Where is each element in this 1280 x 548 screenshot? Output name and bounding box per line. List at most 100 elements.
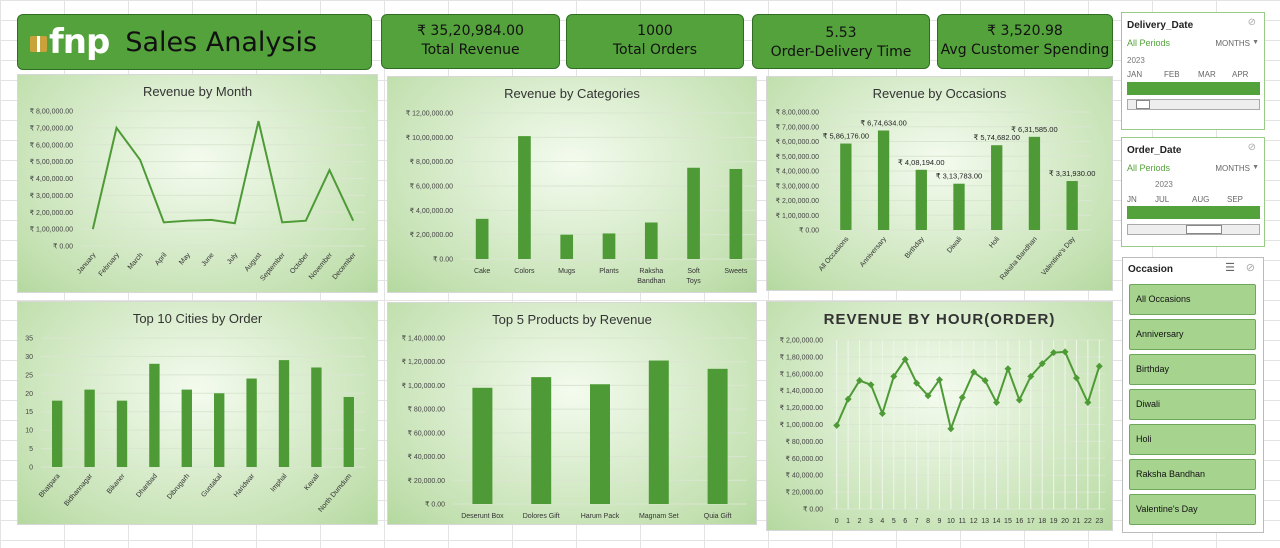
bar (475, 218, 489, 259)
kpi-total-orders: 1000 Total Orders (566, 14, 744, 69)
x-tick-label: 5 (892, 518, 896, 525)
clear-filter-icon[interactable]: ⊘ (1245, 262, 1255, 274)
y-tick-label: ₹ 60,000.00 (407, 429, 445, 437)
x-tick-label: September (259, 251, 287, 282)
bar (991, 145, 1003, 230)
x-tick-label: 18 (1038, 518, 1046, 525)
page-title: Sales Analysis (125, 26, 318, 58)
y-tick-label: ₹ 1,00,000.00 (402, 382, 445, 390)
data-point (1050, 349, 1058, 357)
bar (531, 377, 552, 504)
x-tick-label: 23 (1095, 518, 1103, 525)
timeline-range-bar[interactable] (1127, 82, 1260, 95)
x-tick-label: 1 (846, 518, 850, 525)
clear-filter-icon[interactable]: ⊘ (1247, 17, 1256, 28)
x-tick-label: 2 (858, 518, 862, 525)
chevron-down-icon[interactable]: ▼ (1252, 164, 1259, 171)
kpi-value: 1000 (637, 23, 673, 39)
y-tick-label: ₹ 1,00,000.00 (780, 421, 823, 429)
y-tick-label: ₹ 40,000.00 (785, 472, 823, 480)
x-tick-label: Guntakal (200, 472, 224, 498)
x-tick-label: Mugs (558, 268, 576, 275)
timeline-month: APR (1232, 70, 1249, 79)
series-line (91, 120, 355, 230)
data-point (1027, 372, 1035, 380)
kpi-value: ₹ 35,20,984.00 (417, 23, 524, 39)
data-point (867, 381, 875, 389)
y-tick-label: 0 (29, 465, 33, 472)
x-tick-label: December (332, 251, 359, 281)
occasion-item-valentines-day[interactable]: Valentine's Day (1129, 494, 1256, 525)
x-tick-label: Bandhan (637, 278, 665, 285)
y-tick-label: ₹ 0.00 (53, 243, 73, 251)
kpi-total-revenue: ₹ 35,20,984.00 Total Revenue (381, 14, 560, 69)
y-tick-label: ₹ 1,20,000.00 (780, 404, 823, 412)
x-tick-label: 3 (869, 518, 873, 525)
y-tick-label: ₹ 80,000.00 (785, 438, 823, 446)
data-point (1061, 348, 1069, 356)
y-tick-label: ₹ 0.00 (803, 506, 823, 514)
bar (278, 360, 290, 467)
x-tick-label: Imphal (270, 472, 289, 493)
y-tick-label: ₹ 60,000.00 (785, 455, 823, 463)
y-tick-label: ₹ 1,20,000.00 (402, 358, 445, 366)
y-tick-label: ₹ 1,60,000.00 (780, 370, 823, 378)
timeline-scrollbar[interactable] (1127, 224, 1260, 235)
x-tick-label: 9 (938, 518, 942, 525)
chevron-down-icon[interactable]: ▼ (1252, 39, 1259, 46)
x-tick-label: Dolores Gift (523, 513, 560, 520)
occasion-item-anniversary[interactable]: Anniversary (1129, 319, 1256, 350)
timeline-scrollbar[interactable] (1127, 99, 1260, 110)
x-tick-label: 0 (835, 518, 839, 525)
occasion-item-raksha-bandhan[interactable]: Raksha Bandhan (1129, 459, 1256, 490)
data-point (1072, 374, 1080, 382)
delivery-date-slicer[interactable]: Delivery_Date ⊘ All Periods MONTHS ▼ 202… (1121, 12, 1265, 130)
data-point (1084, 399, 1092, 407)
x-tick-label: Dibrugarh (166, 473, 191, 501)
revenue-by-categories-chart: Revenue by Categories ₹ 0.00 ₹ 2,00,000.0… (387, 76, 757, 293)
period-selector[interactable]: All Periods (1127, 38, 1171, 48)
order-date-slicer[interactable]: Order_Date ⊘ All Periods MONTHS ▼ 2023 J… (1121, 137, 1265, 247)
occasion-item-holi[interactable]: Holi (1129, 424, 1256, 455)
time-level-dropdown[interactable]: MONTHS (1215, 164, 1250, 173)
dashboard-header: fnp Sales Analysis (17, 14, 372, 70)
y-tick-label: 30 (25, 354, 33, 361)
period-selector[interactable]: All Periods (1127, 163, 1171, 173)
y-tick-label: ₹ 12,00,000.00 (406, 110, 453, 118)
y-tick-label: ₹ 1,80,000.00 (780, 353, 823, 361)
occasion-item-all-occasions[interactable]: All Occasions (1129, 284, 1256, 315)
y-tick-label: ₹ 0.00 (425, 501, 445, 509)
data-point (878, 410, 886, 418)
x-tick-label: Birthday (904, 235, 926, 260)
multi-select-icon[interactable]: ☰ (1225, 262, 1235, 274)
data-label: ₹ 5,86,176.00 (823, 132, 869, 141)
clear-filter-icon[interactable]: ⊘ (1247, 142, 1256, 153)
y-tick-label: ₹ 2,00,000.00 (776, 197, 819, 205)
bar (560, 234, 574, 259)
bar (214, 393, 225, 467)
occasion-slicer[interactable]: Occasion ☰ ⊘ All Occasions Anniversary B… (1122, 257, 1264, 533)
y-tick-label: ₹ 1,40,000.00 (780, 387, 823, 395)
bar (246, 378, 257, 467)
data-point (1038, 360, 1046, 368)
timeline-month: JAN (1127, 70, 1143, 79)
y-tick-label: ₹ 2,00,000.00 (30, 209, 73, 217)
y-tick-label: ₹ 2,00,000.00 (410, 231, 453, 239)
slicer-title: Occasion (1128, 264, 1174, 275)
timeline-range-bar[interactable] (1127, 206, 1260, 219)
occasion-item-birthday[interactable]: Birthday (1129, 354, 1256, 385)
x-tick-label: 22 (1084, 518, 1092, 525)
x-tick-label: June (201, 252, 216, 268)
bar (311, 367, 322, 467)
scrollbar-thumb[interactable] (1186, 225, 1222, 234)
x-tick-label: 11 (959, 518, 966, 525)
x-tick-label: Sweets (724, 268, 747, 275)
x-tick-label: 12 (970, 518, 978, 525)
revenue-by-occasions-chart: Revenue by Occasions ₹ 0.00 ₹ 1,00,000.00… (766, 76, 1113, 291)
scrollbar-thumb[interactable] (1136, 100, 1150, 109)
x-tick-label: January (76, 251, 98, 275)
occasion-item-diwali[interactable]: Diwali (1129, 389, 1256, 420)
x-tick-label: 15 (1004, 518, 1012, 525)
time-level-dropdown[interactable]: MONTHS (1215, 39, 1250, 48)
y-tick-label: ₹ 4,00,000.00 (410, 207, 453, 215)
